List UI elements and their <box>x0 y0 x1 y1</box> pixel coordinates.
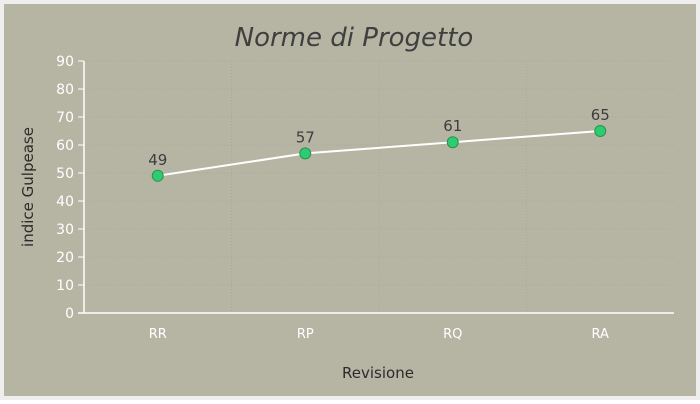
data-label: 61 <box>443 117 462 135</box>
x-axis-title: Revisione <box>342 364 414 382</box>
x-tick-labels: RR RP RQ RA <box>149 327 609 342</box>
y-axis-title: indice Gulpease <box>19 127 37 247</box>
x-tick-label: RR <box>149 327 167 342</box>
y-tick-label: 90 <box>56 54 74 70</box>
data-point[interactable] <box>300 148 311 159</box>
y-tick-label: 20 <box>56 250 74 266</box>
y-tick-label: 60 <box>56 138 74 154</box>
y-tick-labels: 0 10 20 30 40 50 60 70 80 90 <box>56 54 74 322</box>
data-label: 65 <box>591 106 610 124</box>
gridlines <box>84 61 674 313</box>
axes <box>78 61 674 313</box>
data-point[interactable] <box>447 137 458 148</box>
y-tick-label: 0 <box>65 306 74 322</box>
y-tick-label: 50 <box>56 166 74 182</box>
x-tick-label: RA <box>592 327 610 342</box>
data-label: 57 <box>296 128 315 146</box>
chart-title: Norme di Progetto <box>235 23 474 53</box>
y-tick-label: 40 <box>56 194 74 210</box>
x-tick-label: RP <box>297 327 314 342</box>
y-tick-label: 80 <box>56 82 74 98</box>
x-tick-label: RQ <box>443 327 462 342</box>
data-point[interactable] <box>595 126 606 137</box>
data-point[interactable] <box>152 170 163 181</box>
y-tick-label: 30 <box>56 222 74 238</box>
line-chart: Norme di Progetto indice Gulpease Revisi… <box>4 4 700 404</box>
data-label: 49 <box>148 151 167 169</box>
y-tick-label: 70 <box>56 110 74 126</box>
y-tick-label: 10 <box>56 278 74 294</box>
